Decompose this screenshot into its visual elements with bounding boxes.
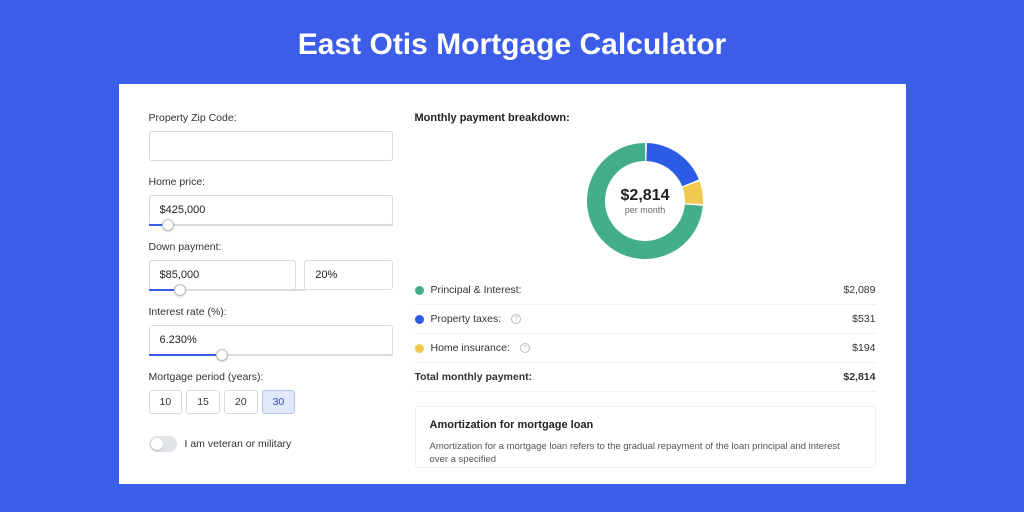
home-price-field: Home price: — [149, 176, 393, 226]
down-payment-percent-input[interactable] — [304, 260, 392, 290]
color-swatch — [415, 344, 424, 353]
veteran-toggle[interactable] — [149, 436, 177, 452]
breakdown-list: Principal & Interest: $2,089 Property taxe… — [415, 276, 876, 362]
help-icon[interactable]: ? — [520, 343, 530, 353]
breakdown-amount: $194 — [852, 342, 875, 354]
period-option-15[interactable]: 15 — [186, 390, 220, 414]
home-price-input[interactable] — [149, 195, 393, 225]
zip-input[interactable] — [149, 131, 393, 161]
slider-thumb[interactable] — [216, 349, 228, 361]
veteran-label: I am veteran or military — [185, 438, 292, 450]
period-button-group: 10152030 — [149, 390, 393, 414]
period-field: Mortgage period (years): 10152030 — [149, 371, 393, 414]
period-option-20[interactable]: 20 — [224, 390, 258, 414]
down-payment-label: Down payment: — [149, 241, 393, 253]
donut-center: $2,814 per month — [584, 140, 706, 262]
amortization-title: Amortization for mortgage loan — [430, 419, 861, 431]
breakdown-row: Property taxes:? $531 — [415, 304, 876, 333]
calculator-card: Property Zip Code: Home price: Down paym… — [119, 84, 906, 484]
amortization-card: Amortization for mortgage loan Amortizat… — [415, 406, 876, 468]
breakdown-label: Property taxes: — [431, 313, 502, 325]
zip-label: Property Zip Code: — [149, 112, 393, 124]
total-amount: $2,814 — [843, 371, 875, 383]
color-swatch — [415, 286, 424, 295]
page-title: East Otis Mortgage Calculator — [0, 0, 1024, 84]
interest-label: Interest rate (%): — [149, 306, 393, 318]
down-payment-slider[interactable] — [149, 289, 305, 291]
home-price-slider[interactable] — [149, 224, 393, 226]
breakdown-label: Home insurance: — [431, 342, 510, 354]
zip-field: Property Zip Code: — [149, 112, 393, 161]
total-row: Total monthly payment: $2,814 — [415, 362, 876, 392]
period-option-10[interactable]: 10 — [149, 390, 183, 414]
color-swatch — [415, 315, 424, 324]
breakdown-title: Monthly payment breakdown: — [415, 112, 876, 124]
amortization-text: Amortization for a mortgage loan refers … — [430, 440, 861, 467]
breakdown-row: Principal & Interest: $2,089 — [415, 276, 876, 304]
down-payment-amount-input[interactable] — [149, 260, 297, 290]
slider-thumb[interactable] — [174, 284, 186, 296]
interest-slider[interactable] — [149, 354, 393, 356]
interest-field: Interest rate (%): — [149, 306, 393, 356]
donut-sub: per month — [625, 205, 666, 215]
donut-chart-wrap: $2,814 per month — [415, 134, 876, 276]
switch-knob — [151, 438, 163, 450]
breakdown-amount: $2,089 — [843, 284, 875, 296]
period-label: Mortgage period (years): — [149, 371, 393, 383]
donut-amount: $2,814 — [621, 187, 670, 205]
total-label: Total monthly payment: — [415, 371, 533, 383]
slider-thumb[interactable] — [162, 219, 174, 231]
veteran-row: I am veteran or military — [149, 436, 393, 452]
period-option-30[interactable]: 30 — [262, 390, 296, 414]
form-panel: Property Zip Code: Home price: Down paym… — [149, 112, 393, 484]
help-icon[interactable]: ? — [511, 314, 521, 324]
breakdown-amount: $531 — [852, 313, 875, 325]
down-payment-field: Down payment: — [149, 241, 393, 291]
breakdown-row: Home insurance:? $194 — [415, 333, 876, 362]
home-price-label: Home price: — [149, 176, 393, 188]
donut-chart: $2,814 per month — [584, 140, 706, 262]
breakdown-panel: Monthly payment breakdown: $2,814 per mo… — [415, 112, 876, 484]
breakdown-label: Principal & Interest: — [431, 284, 522, 296]
interest-input[interactable] — [149, 325, 393, 355]
